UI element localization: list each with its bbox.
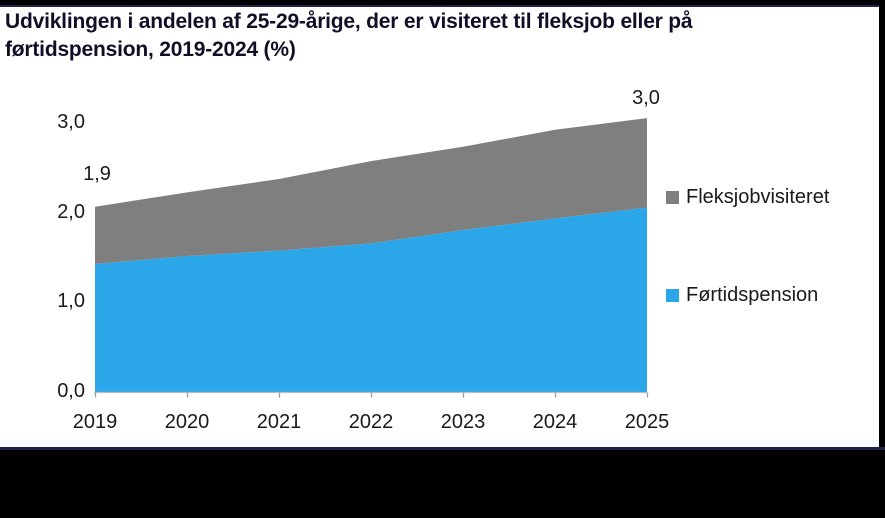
area-fortidspension [95,207,647,392]
chart-title: Udviklingen i andelen af 25-29-årige, de… [5,10,693,61]
y-axis-tick-label: 1,0 [57,290,85,312]
x-axis-tick-label: 2023 [440,411,486,433]
legend-item-fleksjobvisiteret: Fleksjobvisiteret [666,186,829,208]
x-axis-tick-label: 2024 [532,411,578,433]
area-fleksjobvisiteret [95,118,647,265]
y-axis-tick-label: 2,0 [57,200,85,223]
x-axis-tick-label: 2025 [624,411,670,433]
legend-swatch-fortidspension-icon [666,288,679,302]
top-frame-bar [0,0,885,7]
x-axis-tick-label: 2020 [164,411,210,433]
legend-label-fortidspension: Førtidspension [686,284,819,306]
legend-swatch-fleksjobvisiteret-icon [666,190,679,204]
legend-item-fortidspension: Førtidspension [666,284,818,306]
y-axis-tick-label: 3,0 [57,111,85,133]
y-axis-tick-label: 0,0 [57,379,85,402]
data-label-2019: 1,9 [83,162,111,185]
data-label-2025: 3,0 [632,87,660,110]
x-axis-tick-label: 2022 [348,411,394,433]
bottom-frame-bar [0,447,885,518]
x-axis-tick-label: 2019 [72,411,118,433]
right-frame-bar [879,0,885,518]
legend-label-fleksjobvisiteret: Fleksjobvisiteret [686,186,830,208]
x-axis-tick-label: 2021 [256,411,302,433]
